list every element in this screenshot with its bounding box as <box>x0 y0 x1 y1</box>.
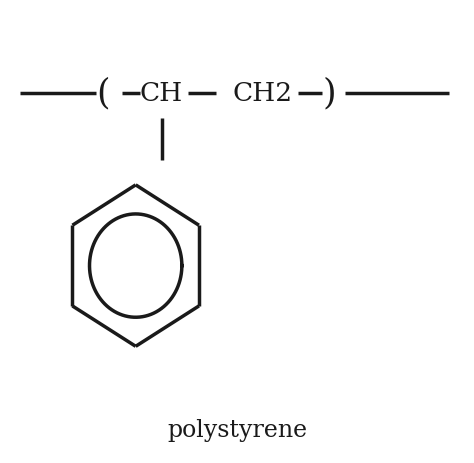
Text: (: ( <box>96 76 109 110</box>
Text: CH: CH <box>140 81 183 106</box>
Text: polystyrene: polystyrene <box>167 418 307 441</box>
Text: CH2: CH2 <box>233 81 293 106</box>
Text: ): ) <box>322 76 336 110</box>
